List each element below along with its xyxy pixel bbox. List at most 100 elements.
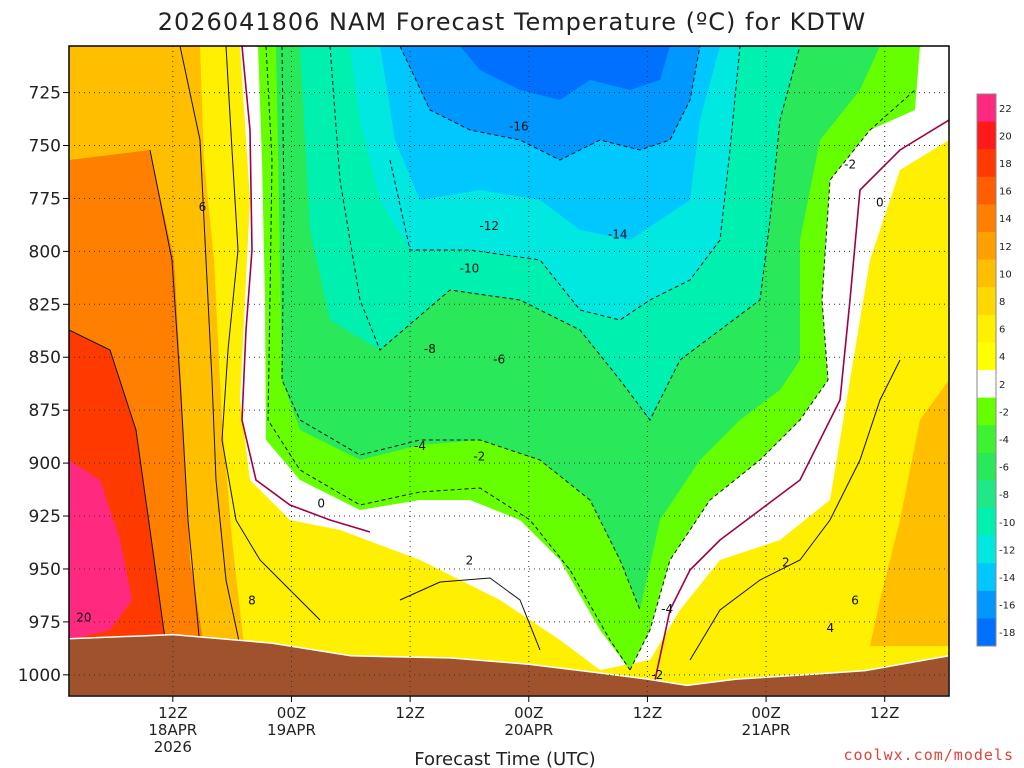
x-tick-label: 21APR (742, 721, 791, 739)
colorbar-tick-label: 16 (999, 187, 1012, 198)
colorbar-tick-label: -12 (999, 545, 1015, 556)
colorbar-swatch (977, 452, 996, 481)
y-tick-label: 900 (29, 454, 61, 474)
colorbar-swatch (977, 259, 996, 288)
contour-line-solid (689, 359, 901, 661)
colorbar-tick-label: 2 (999, 380, 1005, 391)
colorbar-swatch (977, 535, 996, 564)
colorbar-swatch (977, 563, 996, 592)
colorbar-swatch (977, 176, 996, 205)
contour-label: -10 (460, 261, 480, 275)
terrain-below-surface (69, 633, 949, 696)
colorbar-frame (976, 93, 997, 647)
plot-frame (68, 45, 950, 697)
contour-line-dashed (629, 89, 916, 671)
contour-label: -6 (493, 352, 505, 366)
contour-line-dashed (265, 46, 631, 671)
contour-line-dashed (399, 46, 701, 161)
contour-label: 0 (317, 496, 325, 510)
contour-label: -4 (414, 439, 426, 453)
contour-line-solid (399, 577, 541, 651)
y-tick-label: 850 (29, 348, 61, 368)
contour-label: -2 (651, 668, 663, 682)
freezing-line-west (241, 46, 371, 533)
x-tick-label: 12Z (633, 704, 662, 722)
contour-labels: -16 -14 -12 -10 -8 -6 -4 -2 0 2 2 -4 -2 6 8 20 6 4 -2 0 (76, 119, 883, 681)
y-tick-label: 750 (29, 137, 61, 157)
contour-line-solid (221, 46, 321, 621)
colorbar-legend: 22 20 18 16 14 12 10 8 6 4 2 -2 -4 -6 -8 -10 -12 -14 -16 -1… (976, 93, 1015, 647)
colorbar-swatch (977, 397, 996, 426)
colorbar-swatch (977, 287, 996, 316)
colorbar-tick-label: -6 (999, 463, 1009, 474)
x-tick-label: 2026 (154, 738, 192, 756)
plot-area (69, 46, 949, 696)
colorbar-tick-label: -8 (999, 490, 1009, 501)
colorbar-tick-label: -16 (999, 601, 1015, 612)
freezing-line-east (654, 119, 949, 681)
colorbar-swatch (977, 370, 996, 399)
field-zone-hot-core (69, 460, 132, 640)
colorbar-tick-label: -4 (999, 435, 1009, 446)
field-zone-minus18 (460, 46, 670, 100)
colorbar-tick-label: 14 (999, 214, 1012, 225)
colorbar-tick-label: -2 (999, 407, 1009, 418)
colorbar-tick-label: 20 (999, 131, 1012, 142)
colorbar-swatch (977, 314, 996, 343)
contour-label: 4 (827, 621, 835, 635)
contour-label: -16 (509, 119, 529, 133)
x-tick-label: 12Z (395, 704, 424, 722)
contour-label: -4 (661, 602, 673, 616)
colorbar-swatch (977, 121, 996, 150)
colorbar-tick-label: 22 (999, 104, 1012, 115)
contour-label: -14 (608, 227, 628, 241)
x-tick-label: 20APR (504, 721, 553, 739)
y-tick-label: 800 (29, 242, 61, 262)
colorbar-swatch (977, 204, 996, 233)
contour-label: 6 (851, 594, 859, 608)
colorbar-tick-label: 18 (999, 159, 1012, 170)
y-tick-label: 875 (29, 401, 61, 421)
colorbar-tick-label: 12 (999, 242, 1012, 253)
contour-label: -2 (844, 158, 856, 172)
colorbar-tick-label: -18 (999, 628, 1015, 639)
colorbar-swatch (977, 342, 996, 371)
colorbar-tick-label: 8 (999, 297, 1005, 308)
contour-label: 2 (782, 556, 790, 570)
colorbar-swatch (977, 590, 996, 619)
contour-label: -8 (424, 342, 436, 356)
x-tick-label: 00Z (751, 704, 780, 722)
contour-line-dashed (281, 46, 641, 611)
colorbar-swatch (977, 149, 996, 178)
y-tick-label: 825 (29, 295, 61, 315)
x-tick-label: 00Z (277, 704, 306, 722)
y-axis: 725 750 775 800 825 850 875 900 925 950 975 1000 (18, 84, 69, 686)
y-tick-label: 725 (29, 84, 61, 104)
field-zone-east-orange (870, 380, 949, 646)
x-tick-label: 19APR (267, 721, 316, 739)
colorbar-swatch (977, 232, 996, 261)
colorbar-swatch (977, 94, 996, 123)
y-tick-label: 1000 (18, 666, 61, 686)
y-tick-label: 775 (29, 189, 61, 209)
contour-line-solid (149, 149, 201, 647)
y-tick-label: 950 (29, 560, 61, 580)
y-tick-label: 975 (29, 613, 61, 633)
x-tick-label: 18APR (148, 721, 197, 739)
x-tick-label: 12Z (870, 704, 899, 722)
x-tick-label: 12Z (158, 704, 187, 722)
contour-label: -2 (473, 450, 485, 464)
contour-label: 20 (76, 611, 91, 625)
source-credit: coolwx.com/models (843, 746, 1014, 764)
colorbar-tick-label: -10 (999, 518, 1015, 529)
contour-label: 8 (248, 594, 256, 608)
contour-label: -12 (479, 219, 499, 233)
x-tick-label: 00Z (514, 704, 543, 722)
chart-title: 2026041806 NAM Forecast Temperature (ºC)… (158, 8, 867, 36)
contour-label: 2 (466, 553, 474, 567)
colorbar-tick-label: 6 (999, 325, 1005, 336)
colorbar-swatch (977, 425, 996, 454)
colorbar-swatch (977, 618, 996, 647)
